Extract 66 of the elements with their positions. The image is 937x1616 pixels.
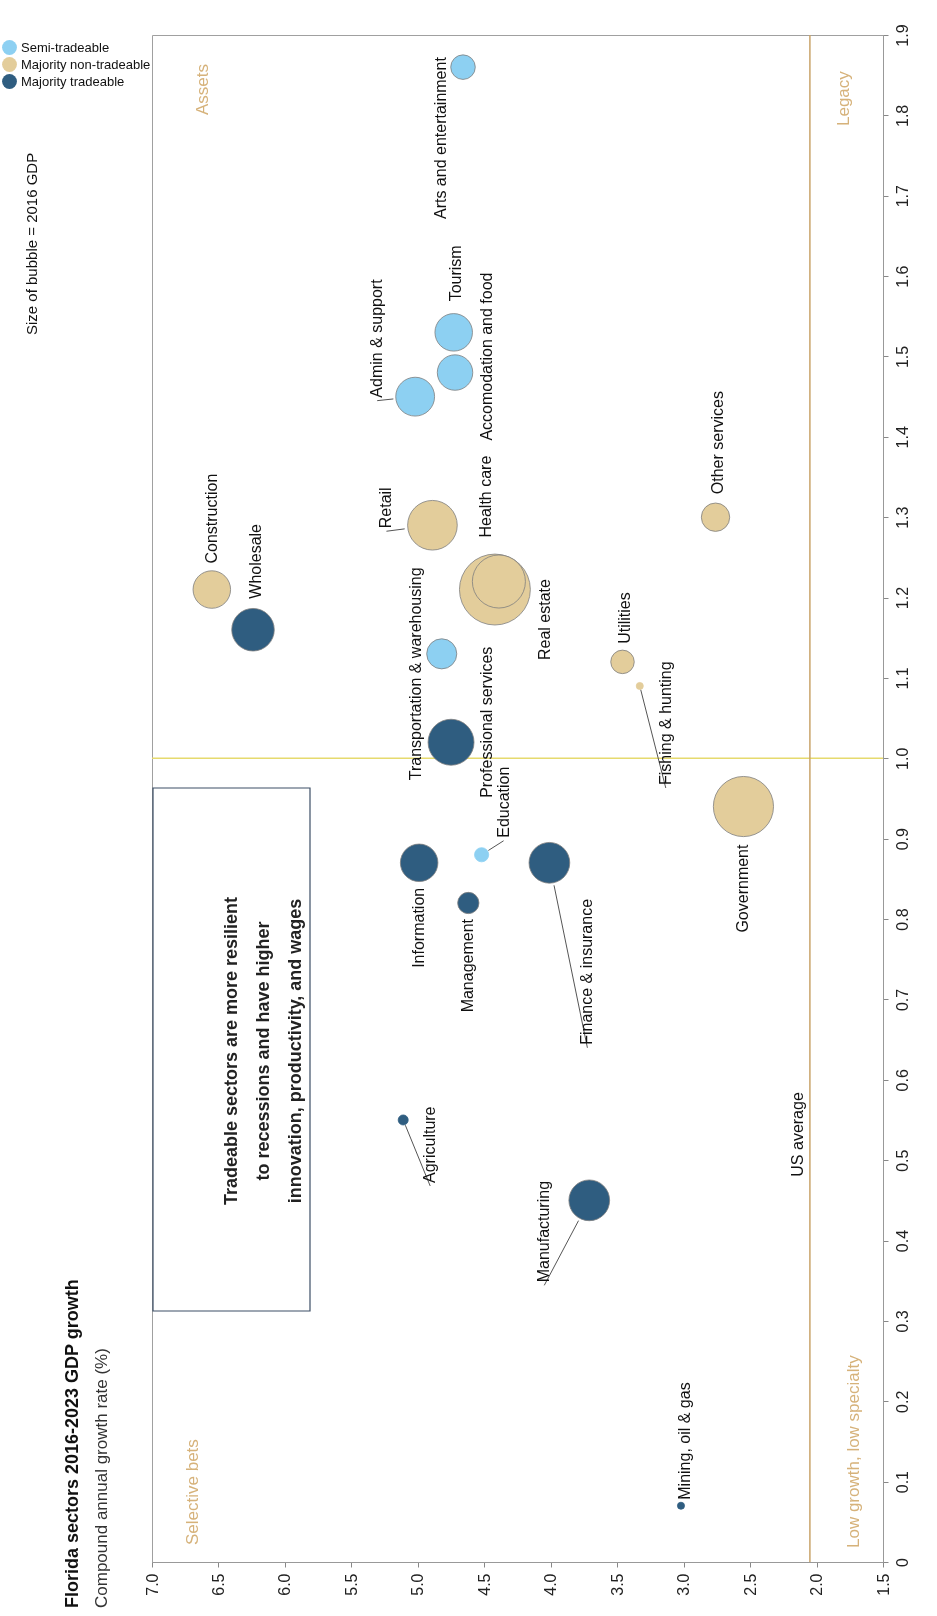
annotation: Admin & support bbox=[368, 278, 386, 398]
text: Size of bubble = 2016 GDP bbox=[23, 152, 40, 335]
y-tick-label: 0 bbox=[893, 1557, 911, 1567]
annotation: Low growth, low specialty bbox=[844, 1354, 863, 1548]
x-tick-label: 3.0 bbox=[675, 1573, 693, 1596]
y-tick-label: 1.3 bbox=[893, 506, 911, 529]
y-tick-label: 0.6 bbox=[893, 1069, 911, 1092]
annotation: Management bbox=[459, 918, 477, 1013]
y-tick-label: 1.7 bbox=[893, 185, 911, 208]
annotation: Mining, oil & gas bbox=[675, 1382, 693, 1500]
legend-label: Semi-tradeable bbox=[21, 39, 110, 55]
y-tick-label: 1.1 bbox=[893, 667, 911, 690]
annotation: Agriculture bbox=[421, 1106, 439, 1183]
annotation: Professional services bbox=[478, 646, 496, 798]
annotation: Wholesale bbox=[247, 523, 265, 599]
annotation: Tourism bbox=[446, 245, 464, 302]
y-tick-label: 1.2 bbox=[893, 586, 911, 610]
x-tick-label: 7.0 bbox=[143, 1573, 161, 1596]
annotation: Information bbox=[410, 887, 428, 968]
x-tick-label: 2.0 bbox=[808, 1573, 826, 1596]
annotation: Manufacturing bbox=[535, 1180, 553, 1283]
annotation: Transportation & warehousing bbox=[406, 567, 424, 781]
annotation: Finance & insurance bbox=[578, 898, 596, 1045]
y-tick-label: 0.3 bbox=[893, 1310, 911, 1333]
annotation: Education bbox=[494, 766, 512, 838]
y-tick-label: 0.9 bbox=[893, 827, 911, 851]
y-tick-label: 0.7 bbox=[893, 988, 911, 1012]
annotation: Government bbox=[734, 843, 752, 933]
annotation: Selective bets bbox=[183, 1439, 202, 1545]
x-tick-label: 4.5 bbox=[475, 1573, 493, 1596]
y-tick-label: 0.1 bbox=[893, 1470, 911, 1494]
x-tick-label: 6.0 bbox=[276, 1573, 294, 1596]
x-tick-label: 1.5 bbox=[874, 1573, 892, 1596]
ref-line-label: US average bbox=[788, 1092, 806, 1177]
annotation: Legacy bbox=[834, 70, 853, 126]
x-tick-label: 4.0 bbox=[542, 1573, 560, 1596]
annotation: Arts and entertainment bbox=[432, 56, 450, 220]
x-tick-label: 5.5 bbox=[342, 1573, 360, 1596]
y-tick-label: 1.5 bbox=[893, 345, 911, 369]
x-tick-label: 5.0 bbox=[409, 1573, 427, 1596]
x-tick-label: 3.5 bbox=[608, 1573, 626, 1596]
y-tick-label: 0.4 bbox=[893, 1229, 911, 1253]
annotation: Utilities bbox=[616, 592, 634, 644]
y-tick-label: 1.0 bbox=[893, 747, 911, 770]
y-tick-label: 1.9 bbox=[893, 24, 911, 47]
legend-label: Majority tradeable bbox=[21, 73, 125, 89]
y-tick-label: 0.8 bbox=[893, 908, 911, 931]
y-tick-label: 0.5 bbox=[893, 1149, 911, 1172]
text: Compound annual growth rate (%) bbox=[92, 1348, 111, 1608]
x-tick-label: 6.5 bbox=[209, 1573, 227, 1596]
annotation: Assets bbox=[193, 63, 212, 115]
x-tick-label: 2.5 bbox=[741, 1573, 759, 1596]
annotation: Real estate bbox=[535, 578, 553, 661]
y-tick-label: 1.4 bbox=[893, 426, 911, 449]
annotation: Tradeable sectors are more resilient to recessions and have higher innovation, productivity, and wages bbox=[221, 896, 305, 1206]
annotation: Fishing & hunting bbox=[656, 661, 674, 785]
y-tick-label: 0.2 bbox=[893, 1390, 911, 1413]
annotation: Construction bbox=[202, 473, 220, 564]
annotation: Health care bbox=[476, 455, 494, 538]
text: Florida sectors 2016-2023 GDP growth bbox=[62, 1279, 82, 1608]
annotation: Accomodation and food bbox=[478, 272, 496, 441]
legend-label: Majority non-tradeable bbox=[21, 56, 151, 72]
y-tick-label: 1.6 bbox=[893, 265, 911, 288]
y-tick-label: 1.8 bbox=[893, 104, 911, 127]
annotation: Retail bbox=[377, 487, 395, 529]
annotation: Other services bbox=[708, 391, 726, 495]
